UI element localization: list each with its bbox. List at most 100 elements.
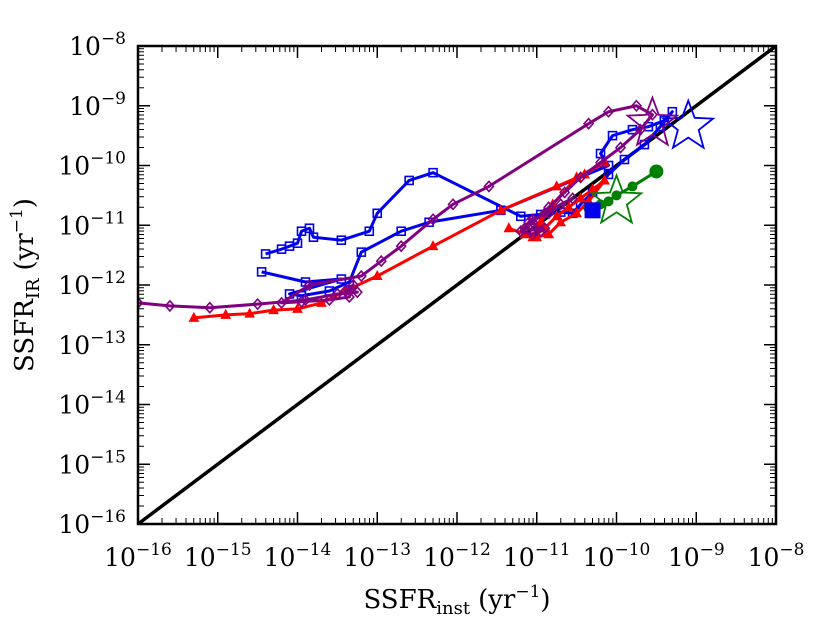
green-data-point bbox=[611, 190, 622, 201]
purple-data-point bbox=[630, 99, 643, 112]
purple-data-point bbox=[535, 225, 547, 238]
red-data-point bbox=[268, 304, 279, 315]
green-filled-circle bbox=[649, 164, 664, 179]
purple-data-point bbox=[303, 278, 316, 292]
purple-data-point bbox=[447, 198, 459, 211]
x-axis-label-unit: (yr bbox=[478, 585, 516, 615]
purple-data-point bbox=[395, 239, 407, 253]
x-axis-label-sub: inst bbox=[436, 598, 471, 619]
purple-data-point bbox=[559, 186, 571, 199]
red-data-point bbox=[188, 311, 200, 322]
blue-data-point bbox=[260, 249, 271, 259]
x-tick-label: 10−13 bbox=[343, 540, 411, 572]
red-data-point bbox=[427, 240, 439, 251]
one-to-one-line bbox=[138, 46, 776, 524]
purple-data-point bbox=[427, 213, 439, 226]
purple-data-point bbox=[539, 222, 551, 235]
blue-data-point bbox=[607, 130, 618, 141]
y-tick-label: 10−10 bbox=[58, 149, 126, 181]
blue-series-line bbox=[261, 110, 674, 298]
red-data-point bbox=[220, 308, 232, 319]
blue-data-point bbox=[396, 226, 406, 237]
red-data-point bbox=[316, 296, 327, 307]
red-data-point bbox=[575, 192, 586, 203]
x-axis-label-close: ) bbox=[540, 585, 550, 615]
plot-frame bbox=[136, 44, 778, 526]
x-axis-label-unit-exp: −1 bbox=[515, 582, 540, 602]
y-axis-label-unit: (yr bbox=[10, 233, 40, 271]
purple-data-point bbox=[614, 141, 627, 154]
x-tick-label: 10−10 bbox=[583, 540, 651, 572]
purple-data-point bbox=[515, 225, 527, 238]
purple-data-point bbox=[295, 295, 308, 308]
end-markers bbox=[584, 95, 716, 225]
red-series-line bbox=[193, 161, 607, 320]
purple-data-point bbox=[539, 207, 551, 220]
purple-data-point bbox=[138, 296, 144, 310]
purple-series bbox=[138, 99, 658, 314]
blue-data-point bbox=[428, 167, 438, 178]
y-axis-label-sub: IR bbox=[23, 278, 44, 299]
x-tick-label: 10−8 bbox=[748, 540, 805, 572]
y-axis-label-unit-exp: −1 bbox=[7, 208, 27, 233]
y-axis-label: SSFRIR (yr−1) bbox=[7, 198, 44, 372]
x-axis-label: SSFRinst (yr−1) bbox=[363, 582, 550, 619]
purple-series-line bbox=[138, 104, 654, 310]
y-tick-label: 10−9 bbox=[69, 89, 126, 121]
purple-data-point bbox=[594, 156, 607, 169]
purple-star bbox=[625, 95, 680, 147]
purple-data-point bbox=[555, 198, 567, 211]
purple-data-point bbox=[375, 254, 387, 268]
blue-data-point bbox=[356, 247, 367, 257]
purple-data-point bbox=[347, 278, 359, 292]
blue-data-point bbox=[372, 208, 383, 219]
x-tick-label: 10−14 bbox=[264, 540, 332, 572]
purple-data-point bbox=[331, 287, 343, 301]
tick-labels-layer: 10−16 10−15 10−14 10−13 10−12 10−11 10−10 10−9 1… bbox=[58, 29, 804, 572]
blue-data-point bbox=[276, 244, 287, 254]
red-data-point bbox=[555, 216, 567, 227]
x-tick-label: 10−16 bbox=[104, 540, 172, 572]
purple-data-point bbox=[351, 285, 363, 299]
red-data-point bbox=[244, 307, 255, 318]
purple-data-point bbox=[646, 108, 658, 121]
red-series bbox=[188, 156, 610, 322]
blue-series bbox=[256, 106, 678, 301]
green-star bbox=[589, 172, 644, 225]
blue-data-point bbox=[336, 235, 347, 245]
red-data-point bbox=[571, 207, 582, 218]
purple-data-point bbox=[583, 117, 595, 130]
purple-data-point bbox=[275, 296, 288, 310]
blue-data-point bbox=[619, 154, 630, 165]
red-data-point bbox=[543, 228, 555, 239]
purple-data-point bbox=[575, 171, 587, 184]
y-tick-label: 10−13 bbox=[58, 328, 126, 360]
purple-data-point bbox=[252, 297, 264, 311]
y-tick-label: 10−15 bbox=[58, 447, 126, 479]
blue-data-point bbox=[364, 226, 375, 237]
red-data-point bbox=[371, 269, 383, 281]
blue-star bbox=[661, 98, 716, 150]
red-data-point bbox=[292, 302, 303, 313]
red-data-point bbox=[551, 180, 563, 191]
red-data-point bbox=[551, 210, 563, 221]
y-tick-label: 10−16 bbox=[58, 507, 126, 539]
blue-data-point bbox=[296, 226, 307, 237]
purple-data-point bbox=[602, 105, 615, 118]
purple-data-point bbox=[355, 269, 367, 283]
purple-data-point bbox=[567, 192, 579, 205]
red-data-point bbox=[503, 222, 515, 233]
x-tick-label: 10−15 bbox=[184, 540, 252, 572]
y-axis-label-main: SSFR bbox=[10, 298, 40, 372]
blue-data-point bbox=[515, 211, 526, 222]
purple-data-point bbox=[323, 293, 335, 307]
purple-data-point bbox=[204, 301, 216, 314]
y-axis-label-close: ) bbox=[10, 198, 40, 208]
purple-data-point bbox=[543, 207, 555, 220]
x-axis-label-main: SSFR bbox=[363, 585, 437, 615]
purple-data-point bbox=[164, 299, 176, 313]
data-layer bbox=[138, 46, 776, 524]
blue-data-point bbox=[256, 267, 267, 277]
x-tick-label: 10−11 bbox=[503, 540, 571, 572]
